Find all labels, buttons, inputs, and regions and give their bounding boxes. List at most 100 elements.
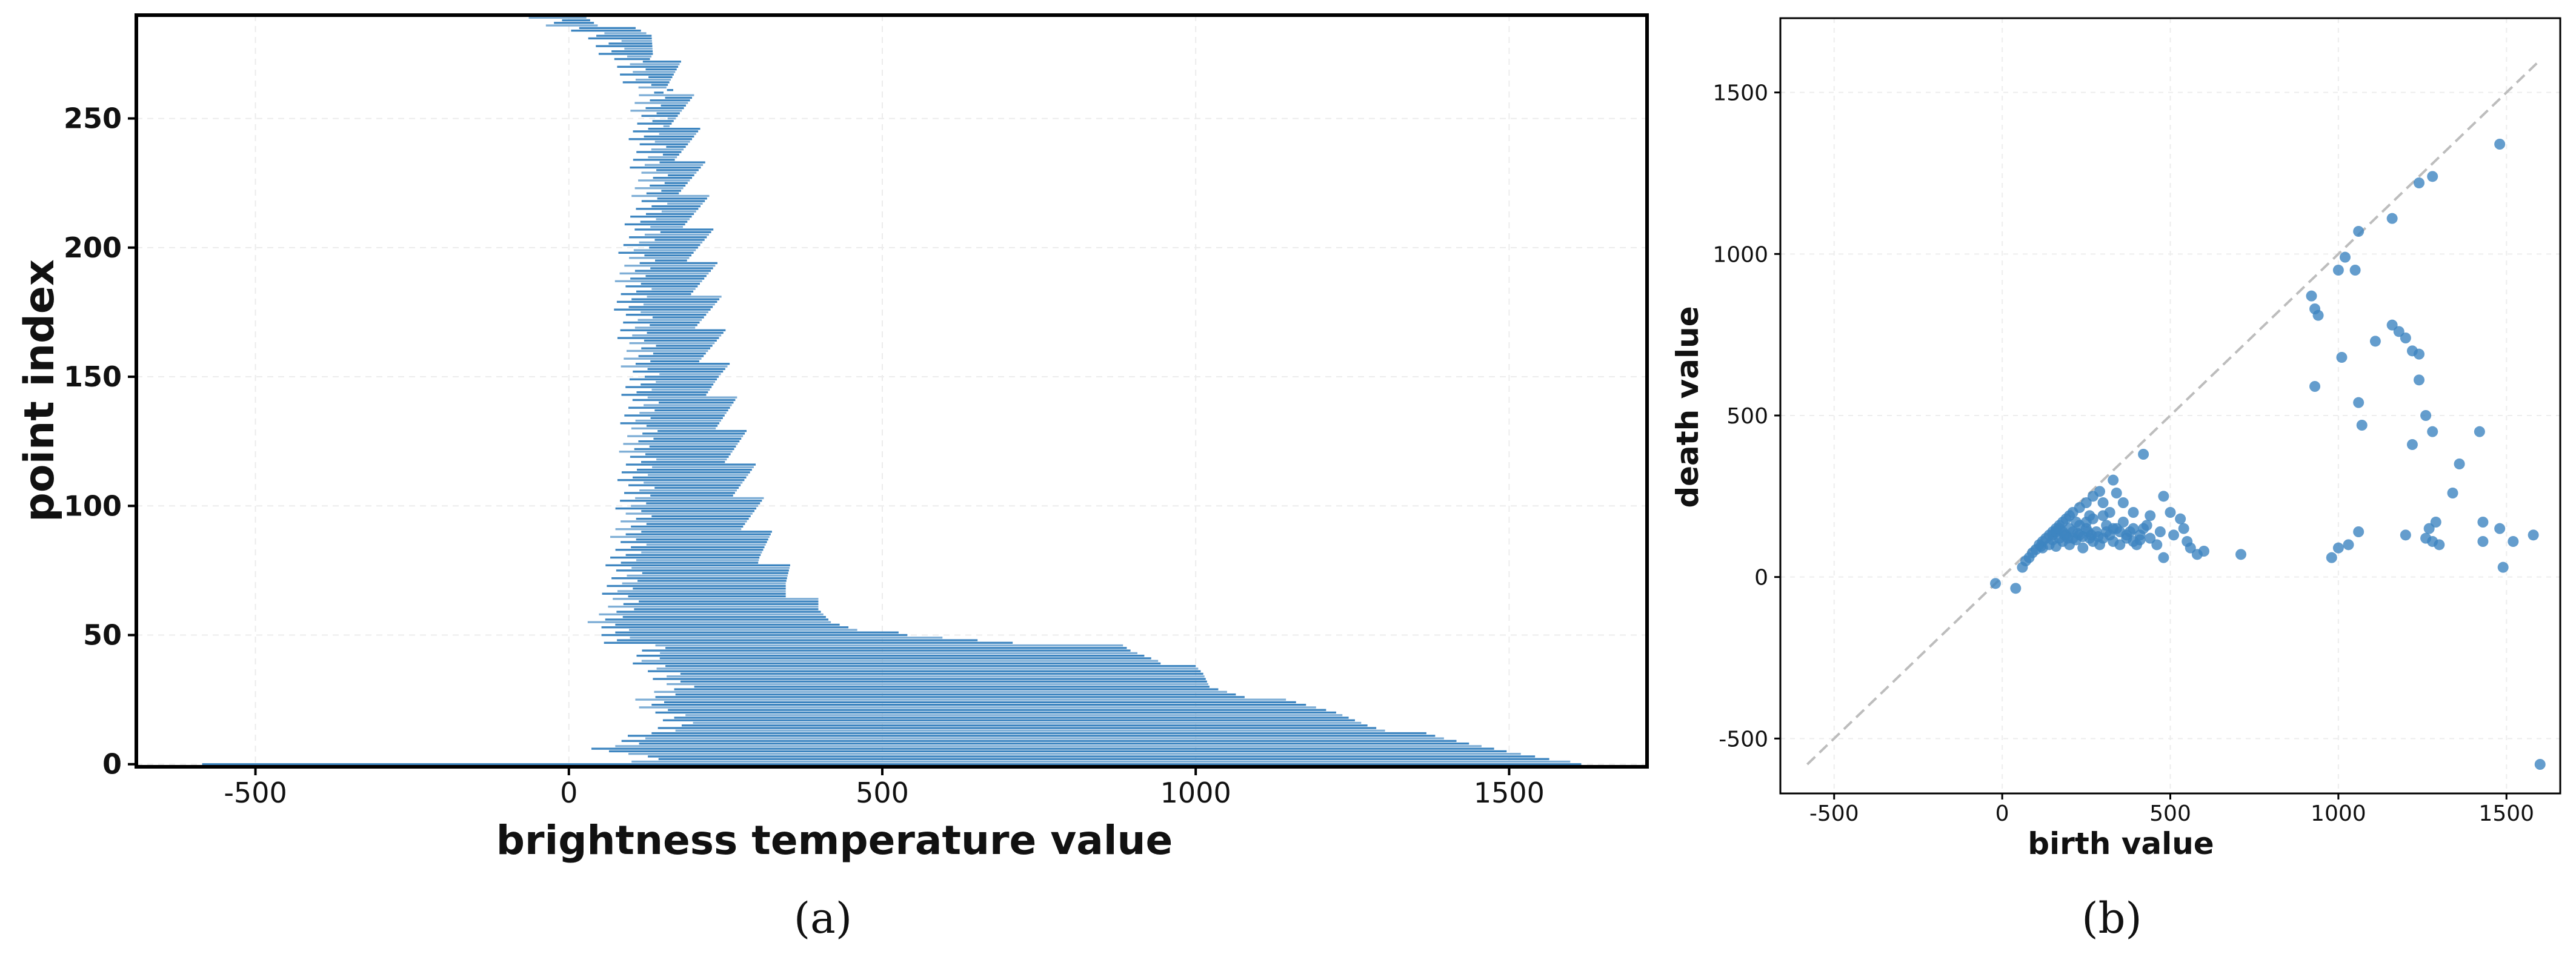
panel-a-bar-37 xyxy=(656,667,1199,670)
panel-a-bar-155 xyxy=(635,363,730,365)
panel-a-bar-189 xyxy=(645,275,707,277)
panel-b-point-0 xyxy=(1990,578,2002,589)
panel-a-bar-101 xyxy=(646,502,760,505)
panel-a-bar-65 xyxy=(628,595,786,598)
panel-a-bar-96 xyxy=(651,515,751,517)
panel-a-bar-181 xyxy=(647,296,722,298)
panel-a-bar-86 xyxy=(621,541,767,543)
panel-a-bar-39 xyxy=(633,662,1161,665)
panel-a-bar-6 xyxy=(591,747,1494,750)
panel-a-bar-8 xyxy=(639,742,1469,745)
panel-a-bar-66 xyxy=(602,592,786,595)
panel-b-point-81 xyxy=(2111,488,2122,498)
panel-a-bar-237 xyxy=(636,151,682,153)
panel-b-x-axis-label: birth value xyxy=(2028,826,2214,861)
panel-a-y-tick-label-1: 50 xyxy=(83,619,122,652)
panel-b-point-20 xyxy=(2080,497,2092,508)
panel-a-bar-11 xyxy=(628,735,1436,737)
panel-a-bar-249 xyxy=(652,120,674,122)
panel-a-bar-267 xyxy=(620,73,674,76)
panel-a-bar-126 xyxy=(653,437,742,440)
panel-a-bar-204 xyxy=(629,236,707,239)
panel-a-bar-53 xyxy=(601,626,849,629)
panel-a-bar-268 xyxy=(633,71,676,73)
panel-b-x-tick-label-4: 1500 xyxy=(2478,801,2534,826)
panel-a-bar-224 xyxy=(650,184,686,187)
panel-a-y-tick-label-2: 100 xyxy=(64,489,122,522)
panel-a-bar-255 xyxy=(661,104,686,107)
panel-a-bar-128 xyxy=(642,432,745,435)
panel-a-bar-170 xyxy=(650,324,697,326)
panel-a-bar-230 xyxy=(656,169,699,171)
panel-b-point-79 xyxy=(2185,542,2196,554)
panel-a-bar-34 xyxy=(667,675,1205,678)
panel-b-caption: (b) xyxy=(2082,893,2142,943)
panel-b-point-72 xyxy=(2071,517,2082,528)
panel-a-bar-79 xyxy=(636,559,759,561)
panel-a-bar-111 xyxy=(633,476,747,479)
panel-a-bar-56 xyxy=(605,618,829,621)
panel-a-bar-139 xyxy=(644,404,732,406)
panel-a-bar-50 xyxy=(601,634,908,637)
panel-a-bar-178 xyxy=(643,303,715,306)
panel-a-bar-289 xyxy=(528,16,587,19)
panel-a-bar-27 xyxy=(675,693,1236,696)
panel-a-bar-62 xyxy=(623,603,819,605)
panel-a-bar-80 xyxy=(610,556,760,559)
panel-a-bar-77 xyxy=(605,564,790,567)
panel-a-bar-236 xyxy=(662,153,679,156)
panel-a-bar-220 xyxy=(631,194,710,197)
panel-a-bar-266 xyxy=(648,76,673,79)
panel-a-bar-30 xyxy=(694,686,1210,688)
panel-b-point-22 xyxy=(2094,486,2106,497)
panel-a-x-ticks: -500 0 500 1000 1500 xyxy=(224,767,1545,809)
panel-a-bar-150 xyxy=(644,376,719,378)
panel-a-bar-216 xyxy=(651,205,701,208)
panel-a-bar-59 xyxy=(616,611,821,613)
panel-b-grid xyxy=(1780,18,2560,793)
panel-a-bar-42 xyxy=(636,654,1145,657)
panel-a-bar-211 xyxy=(656,218,690,220)
panel-a-bar-167 xyxy=(647,331,724,334)
panel-a-frame xyxy=(135,13,1649,769)
panel-a-bar-69 xyxy=(607,584,786,588)
panel-a-bar-182 xyxy=(621,293,691,296)
panel-a-bar-36 xyxy=(648,670,1201,672)
panel-b-point-80 xyxy=(2128,507,2139,518)
panel-a-bar-210 xyxy=(640,220,688,223)
panel-a-bar-281 xyxy=(588,37,652,40)
panel-a-bar-91 xyxy=(615,528,742,531)
panel-a-bar-54 xyxy=(615,623,840,626)
panel-a-bar-198 xyxy=(618,251,694,254)
panel-a-bar-73 xyxy=(627,574,788,577)
panel-a-bar-88 xyxy=(610,535,770,538)
panel-a-bar-162 xyxy=(656,345,713,347)
panel-b-point-59 xyxy=(2175,513,2186,525)
panel-b-point-104 xyxy=(2309,381,2321,392)
panel-a-bar-257 xyxy=(650,99,690,102)
panel-a-bar-100 xyxy=(631,505,759,507)
panel-a-bar-57 xyxy=(622,615,826,618)
panel-a-bar-58 xyxy=(599,613,824,616)
panel-b-point-46 xyxy=(2114,539,2126,551)
panel-a-bar-84 xyxy=(631,546,765,549)
panel-a-bar-239 xyxy=(666,145,686,148)
panel-a-bar-75 xyxy=(616,569,789,572)
panel-a-bar-33 xyxy=(653,678,1206,680)
panel-a-bar-209 xyxy=(624,223,685,226)
panel-a-bar-164 xyxy=(644,339,717,342)
panel-a-x-tick-label-4: 1500 xyxy=(1474,776,1545,809)
panel-a-bar-104 xyxy=(650,494,733,497)
panel-a-bar-22 xyxy=(639,706,1316,709)
panel-a-bar-186 xyxy=(641,282,700,285)
panel-b-point-142 xyxy=(2434,539,2445,551)
panel-b-point-98 xyxy=(2128,523,2139,534)
panel-b-point-145 xyxy=(2430,517,2441,528)
panel-a-bar-250 xyxy=(667,117,676,120)
panel-a-bar-51 xyxy=(615,631,899,634)
panel-a-bar-149 xyxy=(629,378,717,380)
panel-a-bar-134 xyxy=(650,417,723,419)
panel-a-bar-195 xyxy=(654,259,687,262)
panel-a-bar-131 xyxy=(646,425,718,427)
panel-a-bar-226 xyxy=(638,179,690,182)
